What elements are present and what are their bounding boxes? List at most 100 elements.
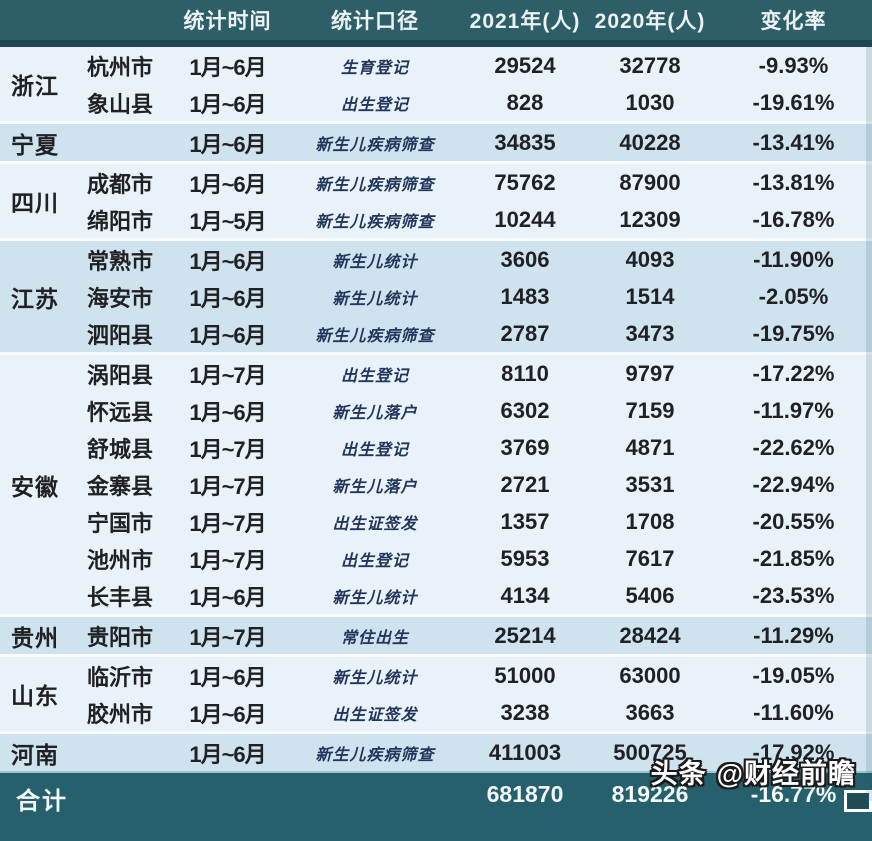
value-2020-cell: 7617 <box>585 540 715 577</box>
col-header-2021: 2021年(人) <box>465 0 585 47</box>
province-cell: 浙江 <box>0 43 70 123</box>
value-2020-cell: 40228 <box>585 121 715 163</box>
time-cell: 1月~7月 <box>170 503 285 540</box>
value-2020-cell: 32778 <box>585 43 715 84</box>
value-2021-cell: 6302 <box>465 392 585 429</box>
time-cell: 1月~6月 <box>170 731 285 772</box>
value-2020-cell: 12309 <box>585 201 715 240</box>
time-cell: 1月~6月 <box>170 278 285 315</box>
city-cell: 象山县 <box>70 84 170 123</box>
rate-cell: -11.29% <box>715 614 872 656</box>
time-cell: 1月~7月 <box>170 540 285 577</box>
value-2020-cell: 3531 <box>585 466 715 503</box>
value-2021-cell: 10244 <box>465 201 585 240</box>
rate-cell: -16.78% <box>715 201 872 240</box>
time-cell: 1月~6月 <box>170 84 285 123</box>
rate-cell: -2.05% <box>715 278 872 315</box>
watermark-handle: @财经前瞻 <box>716 759 856 789</box>
table-header-row: 统计时间 统计口径 2021年(人) 2020年(人) 变化率 <box>0 0 872 47</box>
value-2020-cell: 1030 <box>585 84 715 123</box>
value-2020-cell: 4093 <box>585 238 715 278</box>
rate-cell: -13.41% <box>715 121 872 163</box>
value-2021-cell: 25214 <box>465 614 585 656</box>
caliber-cell: 生育登记 <box>285 43 465 84</box>
rate-cell: -21.85% <box>715 540 872 577</box>
time-cell: 1月~6月 <box>170 43 285 84</box>
caliber-cell: 新生儿落户 <box>285 392 465 429</box>
time-cell: 1月~7月 <box>170 614 285 656</box>
table-row: 金寨县 1月~7月 新生儿落户 2721 3531 -22.94% <box>0 466 872 503</box>
col-header-2020: 2020年(人) <box>585 0 715 47</box>
value-2021-cell: 411003 <box>465 731 585 772</box>
city-cell: 舒城县 <box>70 429 170 466</box>
caliber-cell: 新生儿统计 <box>285 654 465 694</box>
caliber-cell: 出生登记 <box>285 84 465 123</box>
table-row: 安徽 涡阳县 1月~7月 出生登记 8110 9797 -17.22% <box>0 352 872 616</box>
city-cell: 杭州市 <box>70 43 170 84</box>
rate-cell: -11.97% <box>715 392 872 429</box>
caliber-cell: 新生儿疾病筛查 <box>285 161 465 201</box>
table-row: 泗阳县 1月~6月 新生儿疾病筛查 2787 3473 -19.75% <box>0 315 872 354</box>
rate-cell: -23.53% <box>715 577 872 616</box>
city-cell <box>70 731 170 772</box>
table-row: 怀远县 1月~6月 新生儿落户 6302 7159 -11.97% <box>0 392 872 429</box>
caliber-cell: 新生儿落户 <box>285 466 465 503</box>
table-row: 四川 成都市 1月~6月 新生儿疾病筛查 75762 87900 -13.81% <box>0 161 872 240</box>
city-cell: 海安市 <box>70 278 170 315</box>
province-cell: 贵州 <box>0 614 70 656</box>
time-cell: 1月~6月 <box>170 392 285 429</box>
table-row: 绵阳市 1月~5月 新生儿疾病筛查 10244 12309 -16.78% <box>0 201 872 240</box>
table-row: 山东 临沂市 1月~6月 新生儿统计 51000 63000 -19.05% <box>0 654 872 733</box>
table-row: 胶州市 1月~6月 出生证签发 3238 3663 -11.60% <box>0 694 872 733</box>
value-2021-cell: 75762 <box>465 161 585 201</box>
city-cell: 贵阳市 <box>70 614 170 656</box>
province-cell: 江苏 <box>0 238 70 354</box>
time-cell: 1月~7月 <box>170 466 285 503</box>
watermark: 头条 @财经前瞻 <box>651 752 856 791</box>
value-2021-cell: 1483 <box>465 278 585 315</box>
value-2021-cell: 2787 <box>465 315 585 354</box>
city-cell <box>70 121 170 163</box>
value-2020-cell: 3473 <box>585 315 715 354</box>
rate-cell: -22.62% <box>715 429 872 466</box>
value-2021-cell: 51000 <box>465 654 585 694</box>
rate-cell: -17.22% <box>715 352 872 392</box>
corner-logo-fragment <box>844 790 872 812</box>
value-2021-cell: 34835 <box>465 121 585 163</box>
col-header-province-blank <box>0 0 70 47</box>
rate-cell: -13.81% <box>715 161 872 201</box>
caliber-cell: 出生证签发 <box>285 503 465 540</box>
table-row: 池州市 1月~7月 出生登记 5953 7617 -21.85% <box>0 540 872 577</box>
col-header-city-blank <box>70 0 170 47</box>
value-2021-cell: 29524 <box>465 43 585 84</box>
time-cell: 1月~6月 <box>170 577 285 616</box>
value-2021-cell: 3606 <box>465 238 585 278</box>
caliber-cell: 出生登记 <box>285 540 465 577</box>
table-row: 宁夏 1月~6月 新生儿疾病筛查 34835 40228 -13.41% <box>0 121 872 163</box>
caliber-cell: 新生儿疾病筛查 <box>285 731 465 772</box>
province-cell: 山东 <box>0 654 70 733</box>
value-2021-cell: 828 <box>465 84 585 123</box>
table-row: 贵州 贵阳市 1月~7月 常住出生 25214 28424 -11.29% <box>0 614 872 656</box>
rate-cell: -19.75% <box>715 315 872 354</box>
total-caliber-empty <box>285 771 465 841</box>
caliber-cell: 新生儿疾病筛查 <box>285 121 465 163</box>
caliber-cell: 新生儿疾病筛查 <box>285 201 465 240</box>
value-2021-cell: 5953 <box>465 540 585 577</box>
value-2021-cell: 1357 <box>465 503 585 540</box>
value-2020-cell: 7159 <box>585 392 715 429</box>
toutiao-logo-text: 头条 <box>650 759 707 789</box>
table-row: 河南 1月~6月 新生儿疾病筛查 411003 500725 -17.92% <box>0 731 872 772</box>
table-row: 象山县 1月~6月 出生登记 828 1030 -19.61% <box>0 84 872 123</box>
table-row: 江苏 常熟市 1月~6月 新生儿统计 3606 4093 -11.90% <box>0 238 872 354</box>
time-cell: 1月~5月 <box>170 201 285 240</box>
value-2020-cell: 87900 <box>585 161 715 201</box>
time-cell: 1月~6月 <box>170 694 285 733</box>
city-cell: 泗阳县 <box>70 315 170 354</box>
value-2021-cell: 4134 <box>465 577 585 616</box>
total-label: 合计 <box>0 771 170 841</box>
col-header-caliber: 统计口径 <box>285 0 465 47</box>
time-cell: 1月~7月 <box>170 352 285 392</box>
value-2020-cell: 500725 <box>585 731 715 772</box>
